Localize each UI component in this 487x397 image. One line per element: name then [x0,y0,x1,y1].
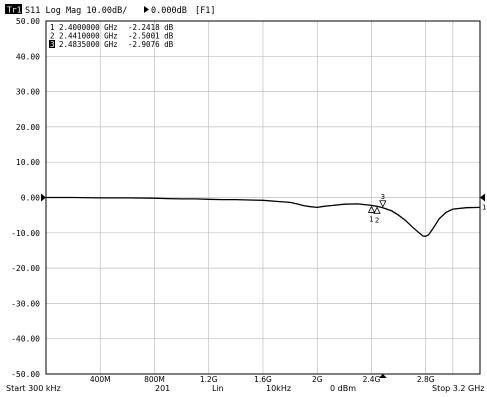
marker-frequency: 2.4000000 GHz [59,23,118,32]
trace-line[interactable] [46,196,481,237]
source-power: 0 dBm [330,384,356,393]
y-tick-label: -30.00 [11,299,40,308]
y-tick-label: -40.00 [11,335,40,344]
trace-header: Tr1 S11 Log Mag 10.00dB/ 0.000dB [F1] [5,4,215,16]
reference-value: 0.000dB [151,6,187,16]
x-tick-label: 1.2G [200,375,218,384]
marker-label: 3 [381,193,385,201]
marker-frequency: 2.4835000 GHz [59,40,118,49]
start-frequency: Start 300 kHz [6,384,61,393]
marker-table: 1 2.4000000 GHz -2.2418 dB 2 2.4410000 GHz -2… [49,23,174,49]
sweep-type: Lin [212,384,224,393]
trace-info: S11 Log Mag 10.00dB/ [25,6,127,16]
marker-number: 2 [50,32,55,41]
reference-arrow-icon [144,6,149,13]
channel-label: [F1] [195,6,215,16]
marker-value: -2.9076 dB [128,40,174,49]
x-tick-label: 800M [144,375,165,384]
y-tick-label: 40.00 [16,52,40,61]
if-bandwidth: 10kHz [266,384,291,393]
x-axis-ticks: 400M 800M 1.2G 1.6G 2G 2.4G 2.8G [90,375,435,384]
marker-triangle-icon[interactable] [379,200,387,208]
marker-triangle-icon[interactable] [367,205,376,213]
x-tick-label: 400M [90,375,111,384]
trace-number-label: 1 [482,204,486,212]
marker-label: 1 [369,215,373,223]
trace-badge-label: Tr1 [7,6,22,15]
trace-markers: 1 2 3 [367,193,387,224]
marker-frequency: 2.4410000 GHz [59,32,118,41]
footer: Start 300 kHz 201 Lin 10kHz 0 dBm Stop 3… [6,384,484,393]
x-tick-label: 2G [312,375,323,384]
active-marker-badge [49,40,55,48]
marker-value: -2.5001 dB [128,32,174,41]
grid [46,21,480,374]
y-tick-label: -10.00 [11,229,40,238]
y-axis-ticks: 50.00 40.00 30.00 20.00 10.00 0.00 -10.00 -20.0… [11,17,40,379]
marker-number: 1 [50,23,55,32]
y-tick-label: 20.00 [16,123,40,132]
y-tick-label: -50.00 [11,370,40,379]
reference-level-arrow-left-icon [41,193,46,202]
y-tick-label: 10.00 [16,158,40,167]
sweep-points: 201 [155,384,170,393]
marker-number: 3 [50,40,55,49]
y-tick-label: 30.00 [16,88,40,97]
x-tick-label: 2.4G [363,375,381,384]
reference-arrows: 1 [41,193,486,378]
reference-level-arrow-right-icon [480,193,485,202]
x-tick-label: 1.6G [254,375,272,384]
x-tick-label: 2.8G [417,375,435,384]
marker-triangle-icon[interactable] [373,206,381,214]
marker-value: -2.2418 dB [128,23,174,32]
stop-frequency: Stop 3.2 GHz [432,384,484,393]
active-marker-stimulus-icon [378,374,387,378]
y-tick-label: 0.00 [21,194,40,203]
y-tick-label: 50.00 [16,17,40,26]
trace-badge[interactable] [5,4,22,14]
y-tick-label: -20.00 [11,264,40,273]
marker-label: 2 [375,216,379,224]
